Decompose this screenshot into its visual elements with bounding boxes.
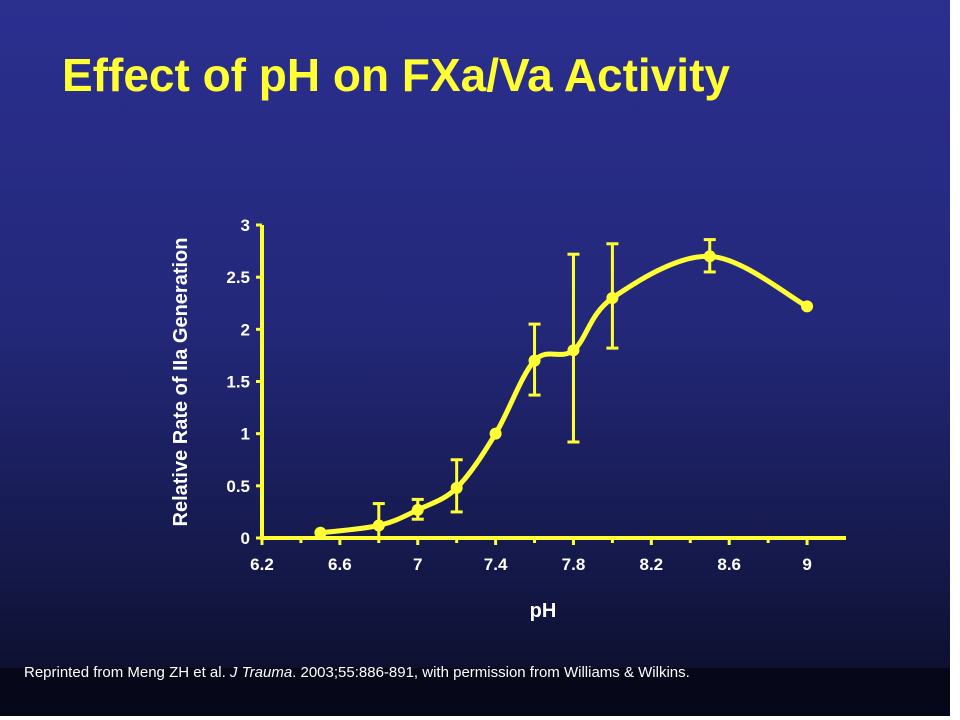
y-tick-label: 0 bbox=[241, 529, 250, 548]
y-tick-label: 1.5 bbox=[226, 373, 250, 392]
x-tick-label: 9 bbox=[802, 555, 811, 574]
footer-band bbox=[0, 668, 950, 716]
y-tick-label: 0.5 bbox=[226, 477, 250, 496]
x-axis: 6.2 6.6 7 7.4 7.8 8.2 8.6 9 bbox=[250, 536, 846, 574]
slide-edge bbox=[950, 0, 960, 720]
x-tick-label: 8.6 bbox=[717, 555, 741, 574]
data-point bbox=[567, 344, 580, 357]
y-tick-label: 1 bbox=[241, 425, 250, 444]
y-axis-label: Relative Rate of IIa Generation bbox=[170, 238, 192, 527]
citation-post: . 2003;55:886-891, with permission from … bbox=[292, 664, 690, 681]
x-tick-label: 7 bbox=[413, 555, 422, 574]
chart: 0 0.5 1 1.5 2 2.5 3 6.2 6.6 7 7.4 7.8 8.2 8.6 9 pH Re… bbox=[170, 216, 846, 622]
y-tick-label: 3 bbox=[241, 216, 250, 235]
data-point bbox=[314, 526, 327, 539]
data-point bbox=[606, 292, 619, 305]
data-point bbox=[703, 250, 716, 263]
x-tick-label: 6.2 bbox=[250, 555, 274, 574]
citation-pre: Reprinted from Meng ZH et al. bbox=[24, 664, 230, 681]
data-point bbox=[489, 427, 502, 440]
data-point bbox=[528, 354, 541, 367]
data-point bbox=[801, 300, 814, 313]
data-point bbox=[411, 503, 424, 516]
x-axis-label: pH bbox=[530, 600, 557, 622]
series-line bbox=[320, 253, 809, 536]
x-tick-label: 8.2 bbox=[640, 555, 664, 574]
y-axis: 0 0.5 1 1.5 2 2.5 3 bbox=[226, 216, 264, 548]
data-series bbox=[314, 238, 814, 540]
data-point bbox=[450, 481, 463, 494]
y-tick-label: 2.5 bbox=[226, 268, 250, 287]
y-tick-label: 2 bbox=[241, 320, 250, 339]
citation: Reprinted from Meng ZH et al. J Trauma. … bbox=[24, 664, 690, 681]
slide-title: Effect of pH on FXa/Va Activity bbox=[62, 49, 730, 101]
citation-journal: J Trauma bbox=[229, 664, 293, 681]
x-tick-label: 7.4 bbox=[484, 555, 508, 574]
x-tick-label: 7.8 bbox=[562, 555, 586, 574]
data-point bbox=[372, 519, 385, 532]
x-tick-label: 6.6 bbox=[328, 555, 352, 574]
